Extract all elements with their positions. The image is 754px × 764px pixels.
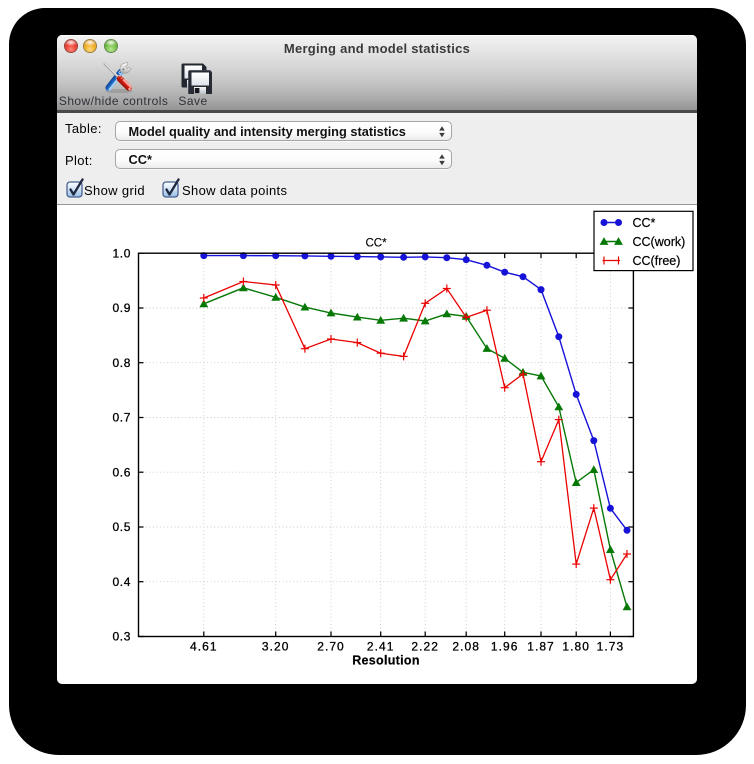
svg-text:0.6: 0.6 [113,465,131,479]
svg-text:0.8: 0.8 [113,356,131,370]
svg-text:0.9: 0.9 [113,301,131,315]
svg-text:1.96: 1.96 [491,640,519,654]
svg-text:1.73: 1.73 [597,640,625,654]
svg-text:CC(work): CC(work) [633,235,686,249]
svg-text:Resolution: Resolution [352,654,420,668]
svg-text:2.70: 2.70 [317,640,345,654]
svg-text:0.5: 0.5 [113,520,131,534]
svg-text:4.61: 4.61 [190,640,218,654]
svg-text:1.87: 1.87 [527,640,555,654]
svg-text:0.4: 0.4 [113,575,131,589]
svg-text:1.80: 1.80 [562,640,590,654]
svg-text:CC*: CC* [633,216,656,230]
svg-text:CC(free): CC(free) [633,254,681,268]
svg-text:2.22: 2.22 [411,640,439,654]
svg-text:CC*: CC* [365,238,387,250]
svg-text:1.0: 1.0 [113,246,131,260]
svg-text:2.08: 2.08 [452,640,480,654]
svg-text:2.41: 2.41 [367,640,395,654]
svg-text:3.20: 3.20 [262,640,290,654]
svg-text:0.7: 0.7 [113,411,131,425]
svg-text:0.3: 0.3 [113,630,131,644]
